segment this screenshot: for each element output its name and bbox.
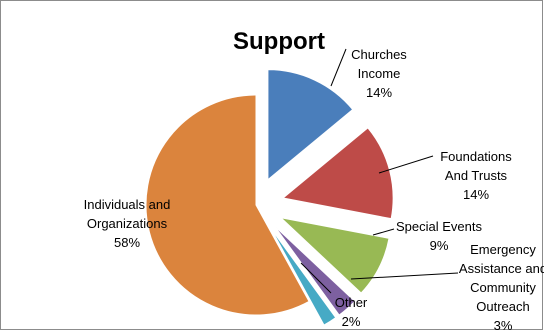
leader-line xyxy=(350,272,459,280)
pie-slice xyxy=(145,94,310,316)
pie-slice xyxy=(274,225,356,316)
slice-label: Special Events 9% xyxy=(396,219,482,253)
slice-label: Other 2% xyxy=(335,295,368,329)
slice-label: Individuals and Organizations 58% xyxy=(84,197,171,250)
leader-line xyxy=(330,48,347,87)
slice-label: Foundations And Trusts 14% xyxy=(440,149,512,202)
leader-line xyxy=(300,262,332,294)
slice-label: Churches Income 14% xyxy=(351,47,407,100)
leader-line xyxy=(372,228,395,236)
pie-slice xyxy=(281,127,394,220)
pie-slice xyxy=(270,228,337,326)
leader-line xyxy=(378,155,434,174)
pie-slice xyxy=(279,216,390,294)
pie-slice xyxy=(267,69,354,181)
slice-label: Emergency Assistance and Community Outreach… xyxy=(459,242,544,331)
chart-title: Support xyxy=(233,28,325,55)
